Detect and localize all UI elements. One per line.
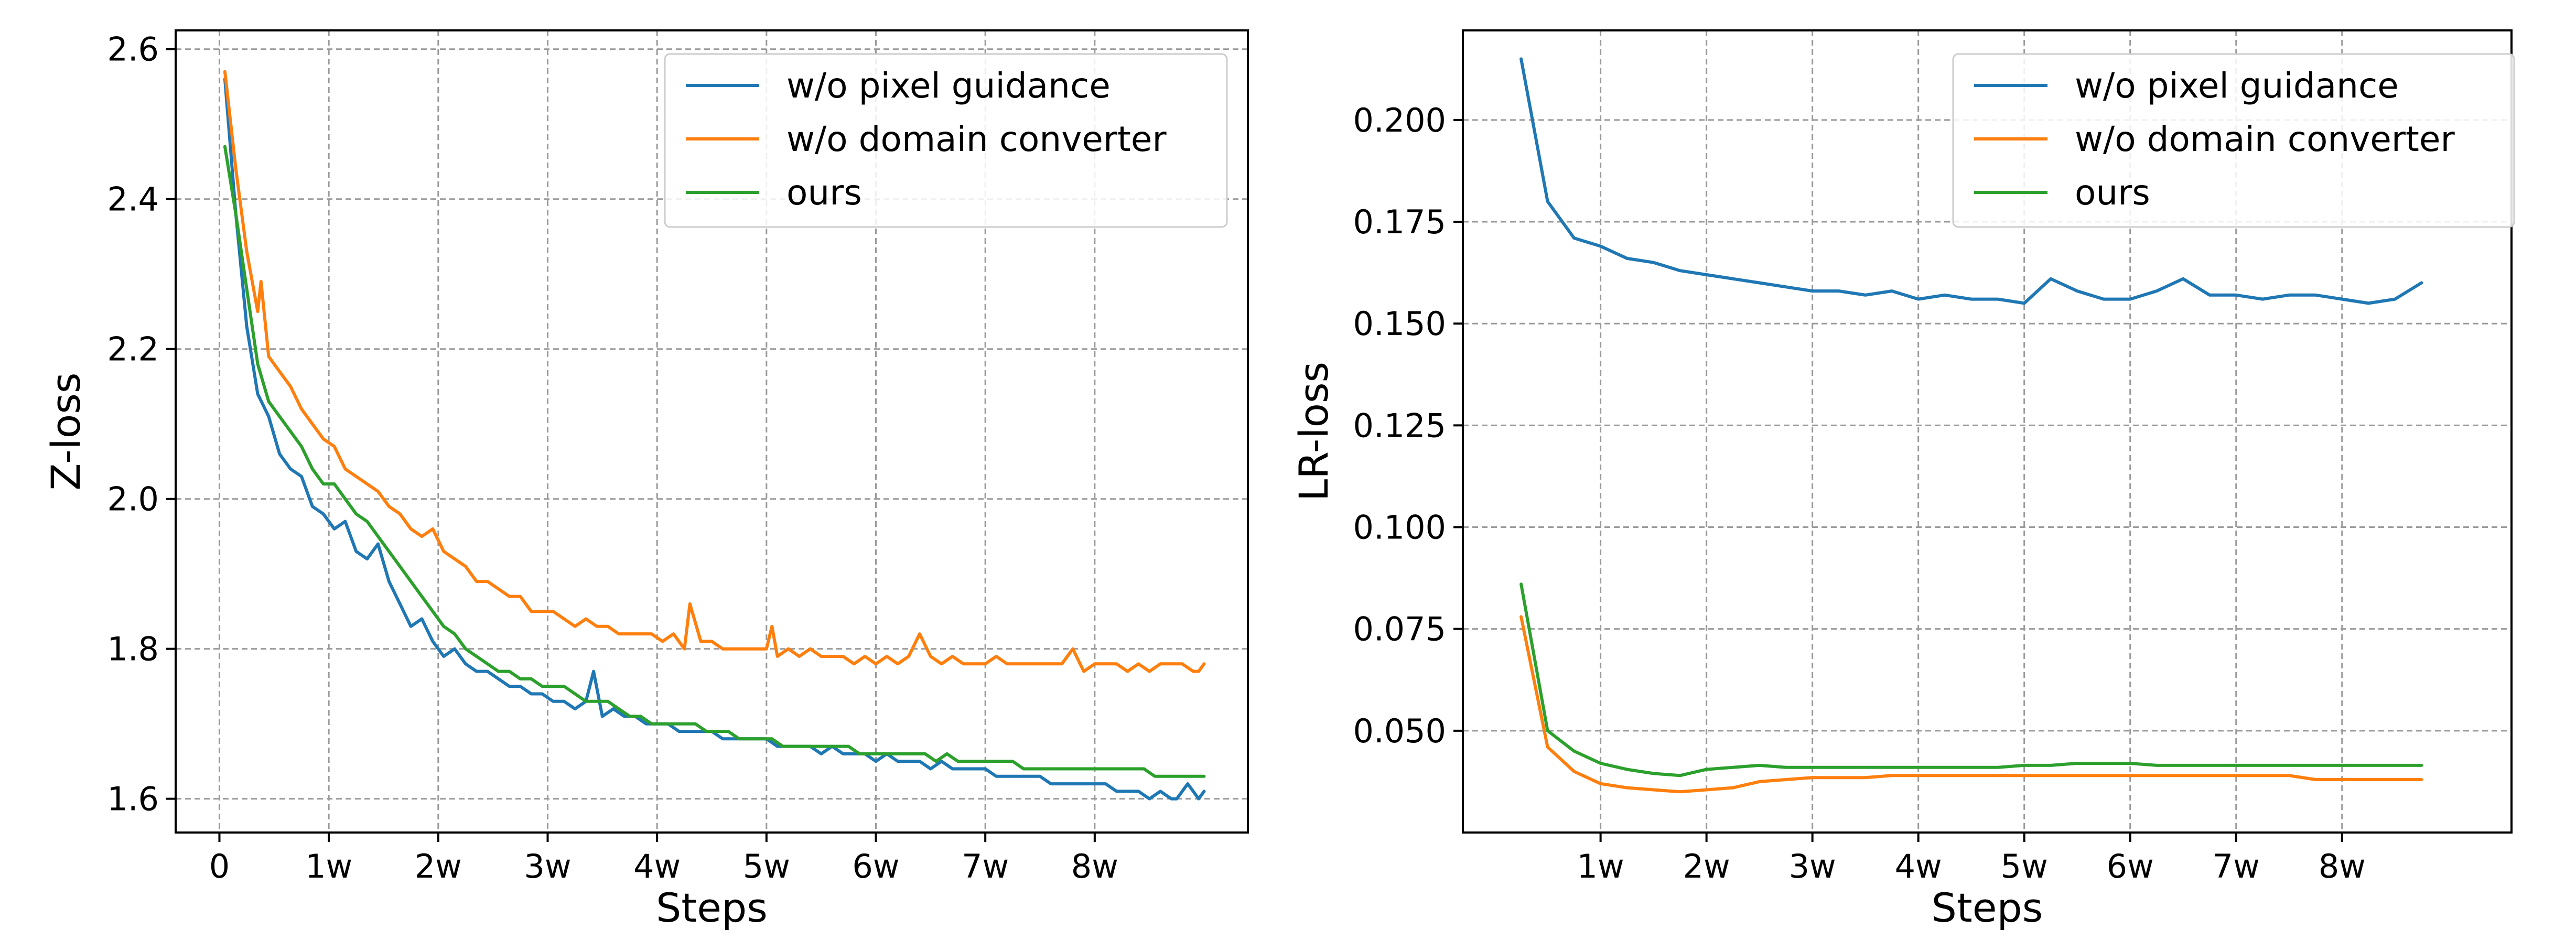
legend-label: ours — [786, 172, 862, 213]
x-tick-label: 8w — [1071, 847, 1118, 885]
x-tick-label: 2w — [415, 847, 462, 885]
legend-label: w/o pixel guidance — [786, 66, 1111, 106]
y-tick-label: 0.175 — [1353, 203, 1447, 241]
legend-label: w/o domain converter — [786, 119, 1167, 159]
series-line-w-o-domain-converter — [223, 70, 1206, 673]
x-axis-label: Steps — [1932, 884, 2043, 931]
x-tick-label: 1w — [1577, 847, 1624, 885]
y-tick-label: 0.075 — [1353, 610, 1447, 649]
legend-box — [1952, 53, 2515, 228]
x-tick-label: 6w — [2107, 847, 2154, 885]
x-tick-label: 5w — [743, 847, 790, 885]
x-tick-label: 4w — [1895, 847, 1942, 885]
x-tick-label: 8w — [2319, 847, 2366, 885]
series-line-w-o-domain-converter — [1519, 615, 2423, 794]
y-tick-label: 0.100 — [1353, 509, 1447, 547]
legend-label: w/o pixel guidance — [2075, 66, 2399, 106]
y-tick-label: 0.200 — [1353, 101, 1447, 139]
y-tick-label: 2.4 — [107, 180, 159, 219]
y-tick-label: 0.150 — [1353, 305, 1447, 343]
series-line-w-o-pixel-guidance — [223, 77, 1206, 801]
y-tick-label: 1.8 — [107, 630, 159, 668]
x-axis-label: Steps — [656, 884, 768, 931]
legend-label: w/o domain converter — [2075, 119, 2455, 159]
plot-frame — [1462, 29, 2513, 834]
plot-frame — [175, 29, 1249, 834]
y-axis-label: Z-loss — [42, 373, 89, 491]
y-axis-label: LR-loss — [1290, 362, 1337, 501]
x-tick-label: 3w — [1789, 847, 1836, 885]
series-line-ours — [223, 145, 1206, 778]
x-tick-label: 3w — [524, 847, 571, 885]
x-tick-label: 0 — [209, 847, 230, 885]
x-tick-label: 6w — [852, 847, 899, 885]
x-tick-label: 1w — [305, 847, 352, 885]
legend-box — [664, 53, 1228, 228]
x-tick-label: 5w — [2001, 847, 2048, 885]
legend: w/o pixel guidance w/o domain converter ou… — [664, 53, 1228, 228]
legend: w/o pixel guidance w/o domain converter ou… — [1952, 53, 2515, 228]
x-tick-label: 2w — [1683, 847, 1730, 885]
chart-1: 0 1w 2w 3w 4w 5w 6w 7w 8w 1.6 1.8 2.0 2.2 2.4 2.6 Steps… — [42, 29, 1249, 931]
x-tick-label: 4w — [633, 847, 681, 885]
y-tick-label: 0.050 — [1353, 712, 1447, 750]
y-tick-label: 0.125 — [1353, 406, 1447, 445]
chart-2: 1w 2w 3w 4w 5w 6w 7w 8w 0.050 0.075 0.100 0.125 0.15… — [1290, 29, 2515, 931]
x-tick-label: 7w — [2213, 847, 2260, 885]
x-tick-label: 7w — [962, 847, 1009, 885]
y-tick-label: 2.2 — [107, 330, 159, 369]
series-line-w-o-pixel-guidance — [1519, 57, 2423, 305]
legend-label: ours — [2075, 172, 2150, 213]
y-tick-label: 2.0 — [107, 480, 159, 518]
y-tick-label: 2.6 — [107, 30, 159, 69]
series-line-ours — [1519, 582, 2423, 777]
y-tick-label: 1.6 — [107, 780, 159, 818]
